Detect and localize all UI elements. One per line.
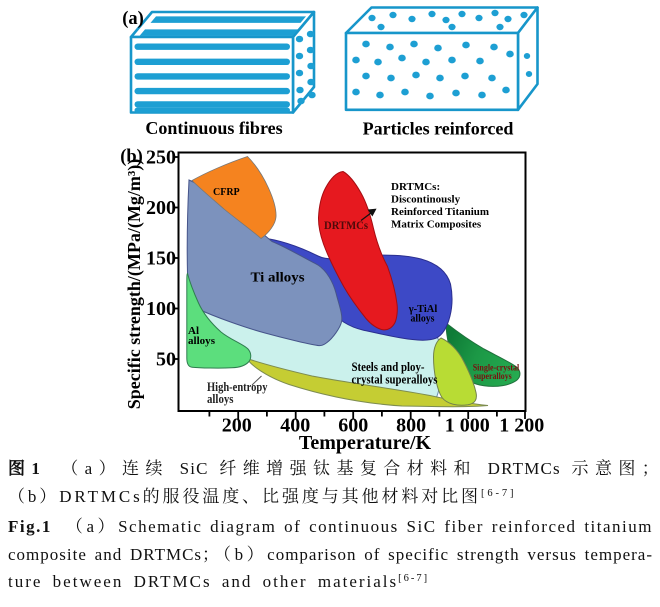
svg-text:800: 800 [396,415,426,437]
svg-text:crystal superalloys: crystal superalloys [352,373,438,387]
svg-text:alloys: alloys [411,313,436,325]
svg-text:alloys: alloys [207,392,234,406]
svg-text:200: 200 [146,197,176,219]
svg-text:Ti alloys: Ti alloys [251,271,306,286]
svg-text:Reinforced Titanium: Reinforced Titanium [391,206,489,218]
svg-text:600: 600 [338,415,368,437]
svg-text:CFRP: CFRP [213,187,240,198]
svg-text:50: 50 [156,349,176,371]
svg-text:1 000: 1 000 [445,415,490,437]
svg-text:Steels and ploy-: Steels and ploy- [352,360,425,374]
svg-text:γ-TiAl: γ-TiAl [408,303,437,315]
svg-text:(a): (a) [122,9,144,29]
svg-text:100: 100 [146,298,176,320]
svg-text:Temperature/K: Temperature/K [299,432,432,454]
svg-text:DRTMCs:: DRTMCs: [391,181,440,193]
svg-text:Discontinously: Discontinously [391,194,461,206]
svg-text:DRTMCs: DRTMCs [324,218,368,232]
svg-text:Matrix Composites: Matrix Composites [391,219,482,231]
svg-text:250: 250 [146,147,176,169]
svg-text:alloys: alloys [188,335,216,347]
svg-text:Particles reinforced: Particles reinforced [363,119,514,139]
svg-text:(b): (b) [120,147,143,167]
svg-text:1 200: 1 200 [499,415,544,437]
svg-text:150: 150 [146,248,176,270]
svg-text:400: 400 [280,415,310,437]
svg-text:Specific strength/(MPa/(Mg/m³): Specific strength/(MPa/(Mg/m³)) [124,159,145,410]
svg-text:Al: Al [188,325,199,337]
svg-text:Continuous fibres: Continuous fibres [145,118,282,138]
svg-text:superalloys: superalloys [474,371,512,381]
svg-text:Single-crystal: Single-crystal [473,362,520,372]
svg-text:200: 200 [222,415,252,437]
